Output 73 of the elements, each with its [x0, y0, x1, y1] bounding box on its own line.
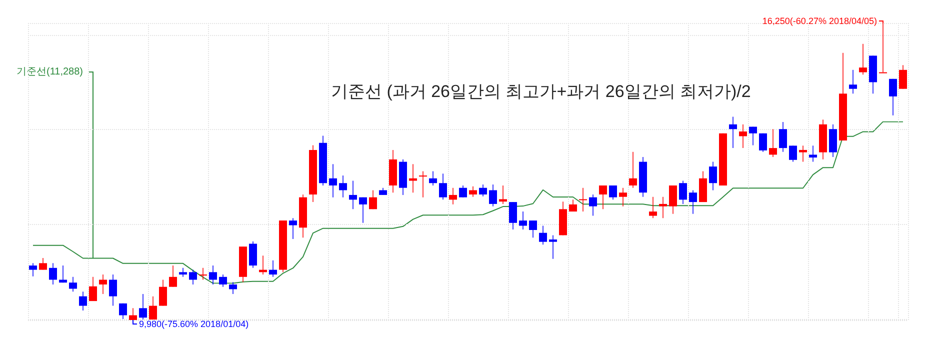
candlestick [109, 274, 117, 306]
candlestick [49, 262, 57, 285]
candlestick [29, 262, 37, 277]
candlestick [159, 279, 167, 306]
candlestick [769, 128, 777, 158]
candlestick [669, 184, 677, 214]
candlestick [489, 184, 497, 207]
candlestick [99, 274, 107, 294]
candlestick [629, 151, 637, 188]
candlestick [779, 122, 787, 152]
candlestick [209, 265, 217, 285]
candlestick [119, 302, 127, 320]
candlestick [579, 187, 587, 212]
candlestick [729, 116, 737, 149]
candlestick [499, 184, 507, 204]
candlestick [89, 276, 97, 302]
candlestick [449, 187, 457, 205]
candlestick [619, 187, 627, 207]
candlestick [859, 43, 867, 76]
candlestick [679, 180, 687, 204]
candlestick [609, 184, 617, 200]
candlestick [829, 124, 837, 158]
candlestick [689, 190, 697, 214]
candlestick [739, 124, 747, 149]
candlestick [749, 126, 757, 146]
candlestick [789, 145, 797, 162]
candlestick [189, 269, 197, 285]
candlestick [59, 265, 67, 284]
candlestick [469, 186, 477, 198]
candlestick [519, 211, 527, 230]
candlestick [249, 240, 257, 268]
candlestick [439, 173, 447, 200]
candlestick [369, 190, 377, 210]
candlestick [509, 202, 517, 230]
candlestick [659, 196, 667, 219]
candlestick [139, 293, 147, 320]
candlestick [709, 161, 717, 191]
candlestick [479, 184, 487, 197]
annotation: 9,980(-75.60% 2018/01/04) [139, 319, 249, 329]
candlestick [169, 265, 177, 288]
candlestick [219, 274, 227, 288]
candlestick [589, 194, 597, 216]
candlestick [879, 22, 887, 74]
text: 기준선 (과거 26일간의 최고가+과거 26일간의 최저가)/2 [331, 82, 751, 101]
candlestick [429, 170, 437, 186]
candlestick [149, 296, 157, 320]
candlestick [459, 184, 467, 198]
candlestick [599, 184, 607, 210]
candlestick [899, 64, 907, 90]
candlestick [809, 145, 817, 162]
candlestick [419, 170, 427, 198]
annotation: 기준선(11,288) [16, 66, 84, 78]
candlestick [269, 260, 277, 278]
candlestick [699, 170, 707, 203]
candlestick [69, 276, 77, 292]
candlestick [339, 175, 347, 198]
candlestick [359, 196, 367, 224]
candlestick [329, 164, 337, 198]
candlestick [79, 291, 87, 312]
candlestick [349, 180, 357, 210]
candlestick [549, 234, 557, 260]
candlestick [39, 257, 47, 270]
candlestick [889, 78, 897, 116]
candlestick [199, 267, 207, 280]
annotation: 16,250(-60.27% 2018/04/05) [762, 16, 877, 26]
candlestick [529, 220, 537, 238]
candlestick [799, 145, 807, 162]
candlestick [849, 69, 857, 94]
candlestick [229, 282, 237, 294]
candlestick [539, 225, 547, 246]
candlestick [649, 196, 657, 219]
candlestick [759, 132, 767, 152]
candlestick [289, 218, 297, 240]
